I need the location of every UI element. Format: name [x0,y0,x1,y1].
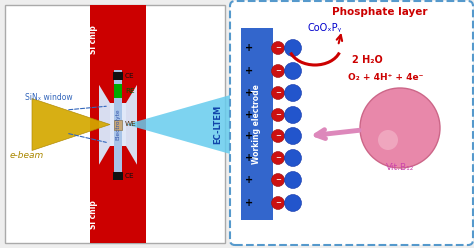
Text: RE: RE [125,88,135,94]
Bar [241,28,273,220]
Text: SiNₓ window: SiNₓ window [25,93,73,102]
Circle shape [284,194,301,212]
Text: +: + [245,131,253,141]
Polygon shape [32,98,110,151]
Circle shape [284,172,301,188]
Circle shape [378,130,398,150]
Bar [113,172,123,180]
Circle shape [272,174,284,186]
Text: −: − [275,155,281,161]
Text: CE: CE [125,173,135,179]
Text: +: + [245,88,253,98]
Text: −: − [275,133,281,139]
Bar [114,120,122,129]
Text: EC-LTEM: EC-LTEM [213,105,222,144]
Circle shape [360,88,440,168]
Text: +: + [245,66,253,76]
Circle shape [272,41,284,55]
Bar [137,5,146,243]
Polygon shape [90,146,146,180]
Bar [113,72,123,80]
Circle shape [272,109,284,122]
Text: −: − [275,112,281,118]
Circle shape [272,196,284,210]
Bar [90,5,146,70]
Circle shape [272,64,284,77]
Circle shape [272,129,284,143]
Text: Phosphate layer: Phosphate layer [332,7,428,17]
Circle shape [284,85,301,101]
Text: O₂ + 4H⁺ + 4e⁻: O₂ + 4H⁺ + 4e⁻ [348,73,423,83]
Bar [90,180,146,243]
Bar [110,103,126,146]
Bar [90,5,99,243]
Text: 2 H₂O: 2 H₂O [352,55,383,65]
Text: −: − [275,200,281,206]
Circle shape [272,152,284,164]
Text: +: + [245,153,253,163]
FancyBboxPatch shape [5,5,225,243]
Text: −: − [275,90,281,96]
Bar [114,84,122,98]
Text: Si chip: Si chip [90,201,99,229]
Bar [99,5,137,243]
Polygon shape [90,70,146,103]
Text: +: + [245,175,253,185]
Circle shape [284,39,301,57]
Bar [114,70,122,180]
Text: −: − [275,45,281,51]
Text: Si chip: Si chip [90,26,99,55]
Text: WE: WE [125,122,137,127]
Circle shape [284,62,301,80]
Circle shape [284,106,301,124]
Text: CE: CE [125,73,135,79]
Text: e-beam: e-beam [10,152,44,160]
Text: Working electrode: Working electrode [253,84,262,164]
Circle shape [284,127,301,145]
Text: −: − [275,68,281,74]
Text: −: − [275,177,281,183]
Circle shape [284,150,301,166]
Text: Vit.B₁₂: Vit.B₁₂ [386,163,414,173]
Text: +: + [245,43,253,53]
Text: +: + [245,110,253,120]
Text: Electrolyte: Electrolyte [116,108,120,140]
Polygon shape [126,94,232,155]
Circle shape [272,87,284,99]
FancyBboxPatch shape [230,1,473,245]
Text: +: + [245,198,253,208]
Text: CoOₓPᵧ: CoOₓPᵧ [308,23,342,33]
